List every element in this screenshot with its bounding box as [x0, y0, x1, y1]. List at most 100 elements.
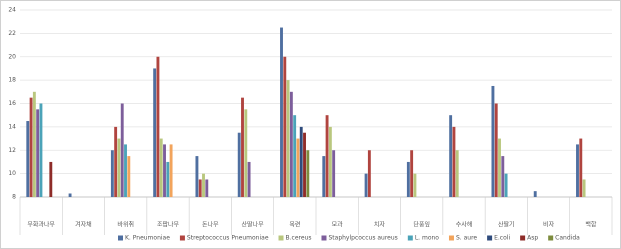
bar — [299, 126, 303, 197]
bar — [576, 144, 579, 197]
bar — [195, 156, 199, 197]
legend-label: S. aure — [456, 235, 477, 242]
bar — [328, 126, 332, 197]
bar — [202, 173, 205, 197]
bar — [286, 80, 290, 197]
bar — [39, 103, 43, 197]
bar — [367, 150, 371, 197]
y-tick-label: 16 — [8, 100, 16, 107]
bar — [533, 191, 537, 197]
legend-swatch — [487, 235, 493, 241]
legend-label: Streptococcus Pneumoniae — [187, 235, 269, 242]
bar — [198, 179, 202, 197]
legend-label: E.coli — [494, 235, 510, 242]
bar — [36, 109, 40, 197]
x-tick-label: 바위취 — [117, 221, 134, 229]
legend-swatch — [407, 235, 413, 241]
bar — [153, 68, 157, 197]
bar — [244, 109, 248, 197]
x-tick-label: 산딸나무 — [242, 221, 265, 229]
bar — [501, 156, 505, 197]
bar — [68, 193, 72, 197]
bar — [29, 97, 33, 197]
x-tick-label: 치자 — [374, 221, 386, 229]
legend-swatch — [520, 235, 526, 241]
legend-swatch — [448, 235, 454, 241]
bar — [127, 156, 131, 197]
y-tick-label: 20 — [8, 53, 16, 60]
bar — [306, 150, 310, 197]
bar — [303, 132, 306, 197]
x-tick-label: 수사해 — [456, 221, 473, 229]
bar — [579, 138, 583, 197]
y-tick-label: 14 — [8, 123, 16, 130]
bar — [205, 179, 209, 197]
legend-label: Staphylpcoccus aureus — [328, 235, 397, 242]
bar — [117, 138, 121, 197]
bar — [156, 56, 160, 197]
bar — [491, 85, 495, 197]
bar — [504, 173, 508, 197]
bar — [237, 132, 241, 197]
bar — [289, 91, 293, 197]
bar — [120, 103, 124, 197]
legend-swatch — [179, 235, 185, 241]
legend-label: L. mono — [415, 235, 439, 242]
bar — [283, 56, 287, 197]
bar — [494, 103, 498, 197]
bar — [449, 115, 453, 197]
x-tick-label: 돈나무 — [202, 221, 219, 229]
legend-swatch — [321, 235, 327, 241]
legend-label: B.cereus — [286, 235, 312, 242]
bar — [247, 161, 251, 197]
bar — [296, 138, 300, 197]
x-tick-label: 모과 — [332, 221, 344, 229]
bar — [364, 173, 368, 197]
bar — [455, 150, 459, 197]
bar — [293, 115, 297, 197]
x-tick-label: 겨자채 — [75, 221, 92, 229]
x-tick-label: 단풍잎 — [413, 221, 430, 229]
y-tick-label: 18 — [8, 77, 16, 84]
legend-swatch — [548, 235, 554, 241]
y-tick-label: 12 — [8, 147, 16, 154]
x-tick-label: 조팝나무 — [157, 221, 180, 229]
bar — [325, 115, 329, 197]
bar — [498, 138, 501, 197]
bar — [452, 126, 456, 197]
bar — [406, 161, 410, 197]
x-tick-label: 무화과나무 — [27, 221, 55, 229]
bar — [49, 161, 53, 197]
y-tick-label: 24 — [8, 7, 16, 14]
legend-swatch — [278, 235, 284, 241]
bar — [241, 97, 244, 197]
bar — [280, 27, 283, 197]
legend-swatch — [118, 235, 123, 241]
bar — [32, 91, 36, 197]
bar — [322, 156, 326, 197]
bar — [413, 173, 417, 197]
bar — [166, 161, 170, 197]
bar — [163, 144, 166, 197]
bar — [110, 150, 114, 197]
x-tick-label: 백합 — [585, 221, 597, 229]
y-tick-label: 22 — [8, 30, 16, 37]
x-tick-label: 비자 — [543, 221, 555, 229]
bar — [410, 150, 414, 197]
bar — [124, 144, 127, 197]
bar — [169, 144, 173, 197]
bar — [26, 121, 30, 197]
bar — [332, 150, 336, 197]
x-tick-label: 목련 — [289, 222, 300, 229]
bar — [582, 179, 586, 197]
legend-label: Asp — [527, 235, 538, 242]
x-tick-label: 산딸기 — [498, 221, 515, 229]
legend-label: Candida — [555, 235, 580, 242]
bar — [114, 126, 118, 197]
legend-label: K. Pneumoniae — [125, 235, 170, 242]
y-tick-label: 8 — [12, 194, 16, 201]
bar — [159, 138, 163, 197]
y-tick-label: 10 — [8, 170, 16, 177]
